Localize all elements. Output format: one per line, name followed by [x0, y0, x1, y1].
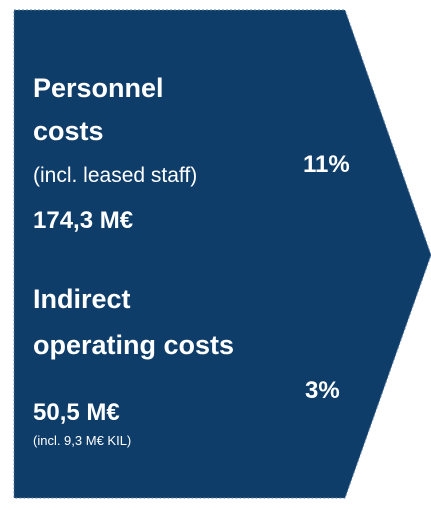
block-title: Personnel [33, 73, 164, 103]
block-amount: 50,5 M€ [33, 399, 120, 426]
block-title: costs [33, 116, 104, 146]
block-share: 3% [305, 377, 340, 404]
block-title: operating costs [33, 330, 234, 360]
chevron-shape [13, 9, 431, 499]
block-amount: 174,3 M€ [33, 207, 133, 234]
block-note: (incl. 9,3 M€ KIL) [33, 433, 131, 448]
block-note: (incl. leased staff) [33, 164, 197, 187]
block-title: Indirect [33, 284, 131, 314]
block-share: 11% [303, 151, 350, 178]
